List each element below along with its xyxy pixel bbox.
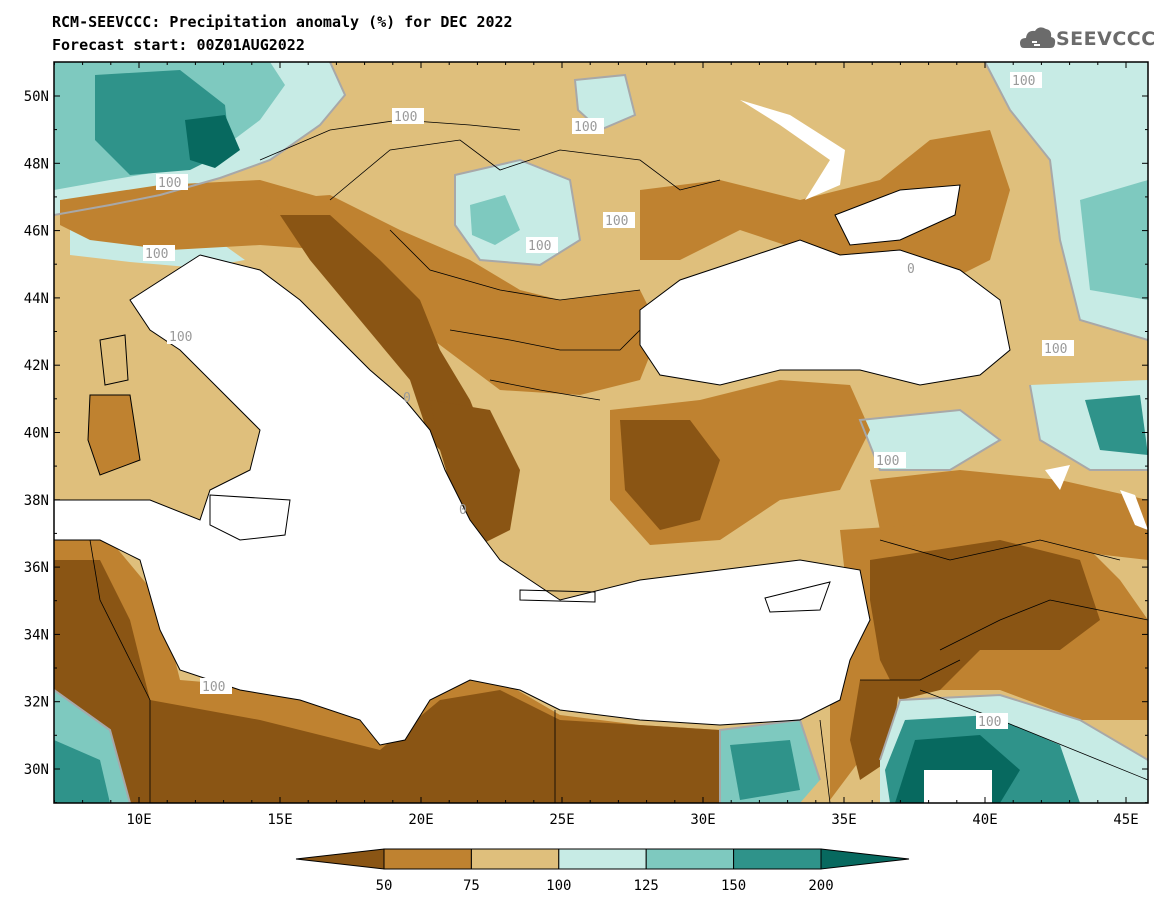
coastlines: [54, 184, 1011, 746]
field-dry-greece: [430, 400, 520, 545]
colorbar-left-arrow: [295, 848, 385, 870]
lat-label: 36N: [24, 560, 49, 576]
mediterranean-sea: [54, 255, 870, 745]
field-wet-ukraine: [575, 75, 635, 130]
svg-text:100: 100: [528, 239, 551, 254]
field-dry2-egypt: [560, 720, 740, 803]
missing-data-patch: [1120, 490, 1148, 530]
contour-label: 100: [167, 328, 199, 345]
colorbar-box: [383, 848, 472, 870]
chart-title: RCM-SEEVCCC: Precipitation anomaly (%) f…: [52, 13, 513, 31]
lat-label: 32N: [24, 695, 49, 711]
azov-sea: [835, 185, 960, 245]
field-dry-sardinia: [88, 395, 140, 475]
longitude-axis: 10E 15E 20E 25E 30E 35E 40E 45E: [53, 62, 1139, 828]
contour-label: 100: [200, 678, 232, 695]
lon-label: 30E: [690, 812, 715, 828]
field-wet2-tunisia: [54, 740, 110, 803]
missing-data-patch: [1045, 465, 1070, 490]
field-dry2-levant: [870, 540, 1100, 700]
contour-label: 100: [1010, 72, 1042, 89]
lon-label: 15E: [267, 812, 292, 828]
field-dry2-libya: [54, 560, 600, 803]
colorbar-label: 75: [463, 878, 480, 894]
field-dry-east-anatolia: [870, 470, 1148, 560]
svg-text:100: 100: [605, 214, 628, 229]
country-borders: [89, 119, 1148, 803]
lat-label: 46N: [24, 224, 49, 240]
contour-labels: 100 100 100 100 100 100 100 100 100 100 …: [143, 72, 1074, 730]
colorbar: 50 75 100 125 150 200: [295, 848, 910, 894]
lon-label: 40E: [972, 812, 997, 828]
colorbar-box: [645, 848, 735, 870]
field-wet4-nw: [185, 115, 240, 168]
svg-text:100: 100: [394, 110, 417, 125]
forecast-start-label: Forecast start: 00Z01AUG2022: [52, 36, 305, 54]
field-dry2-anatolia: [620, 420, 720, 530]
svg-text:100: 100: [978, 715, 1001, 730]
contour-label: 100: [156, 174, 188, 191]
svg-text:100: 100: [876, 454, 899, 469]
black-sea: [640, 240, 1010, 385]
contour-label: 100: [976, 713, 1008, 730]
colorbar-label: 150: [721, 878, 746, 894]
colorbar-label: 100: [546, 878, 571, 894]
field-wet2-pannonia: [470, 195, 520, 245]
svg-text:100: 100: [169, 330, 192, 345]
lon-label: 35E: [831, 812, 856, 828]
latitude-axis: 50N 48N 46N 44N 42N 40N 38N 36N 34N 32N 30N: [24, 89, 1148, 804]
contour-label: 100: [874, 452, 906, 469]
lat-label: 34N: [24, 627, 49, 643]
contour-label: 100: [526, 237, 558, 254]
cloud-icon: [1020, 27, 1056, 48]
field-wet2-caucasus: [1085, 395, 1148, 455]
svg-text:100: 100: [145, 247, 168, 262]
contour-label: 100: [603, 212, 635, 229]
colorbar-label: 125: [634, 878, 659, 894]
contour-label: 0: [907, 262, 915, 277]
contour-label: 100: [572, 118, 604, 135]
field-wet2-nile: [730, 740, 800, 800]
svg-text:100: 100: [574, 120, 597, 135]
missing-data-patch: [740, 100, 845, 200]
contour-lines: [54, 62, 1148, 803]
svg-text:100: 100: [1044, 342, 1067, 357]
field-dry-ukraine: [640, 130, 1010, 290]
svg-text:100: 100: [158, 176, 181, 191]
contour-label: 100: [143, 245, 175, 262]
lat-label: 50N: [24, 89, 49, 105]
colorbar-box: [558, 848, 647, 870]
colorbar-label: 50: [376, 878, 393, 894]
lon-label: 45E: [1113, 812, 1138, 828]
lon-label: 25E: [549, 812, 574, 828]
lat-label: 42N: [24, 358, 49, 374]
svg-text:100: 100: [1012, 74, 1035, 89]
missing-data-patch: [924, 770, 992, 803]
lon-label: 10E: [126, 812, 151, 828]
field-wet2-ne: [1080, 180, 1148, 300]
colorbar-box: [733, 848, 822, 870]
colorbar-label: 200: [808, 878, 833, 894]
map-field: 100 100 100 100 100 100 100 100 100 100 …: [54, 62, 1148, 803]
logo-text: SEEVCCC: [1056, 28, 1156, 50]
colorbar-right-arrow: [820, 848, 910, 870]
colorbar-box: [470, 848, 560, 870]
contour-label: 0: [459, 503, 467, 518]
contour-label: 100: [1042, 340, 1074, 357]
contour-label: 0: [403, 391, 411, 406]
lon-label: 20E: [408, 812, 433, 828]
lat-label: 30N: [24, 762, 49, 778]
contour-label: 100: [392, 108, 424, 125]
lat-label: 48N: [24, 156, 49, 172]
lat-label: 40N: [24, 426, 49, 442]
lat-label: 44N: [24, 291, 49, 307]
svg-text:100: 100: [202, 680, 225, 695]
lat-label: 38N: [24, 493, 49, 509]
